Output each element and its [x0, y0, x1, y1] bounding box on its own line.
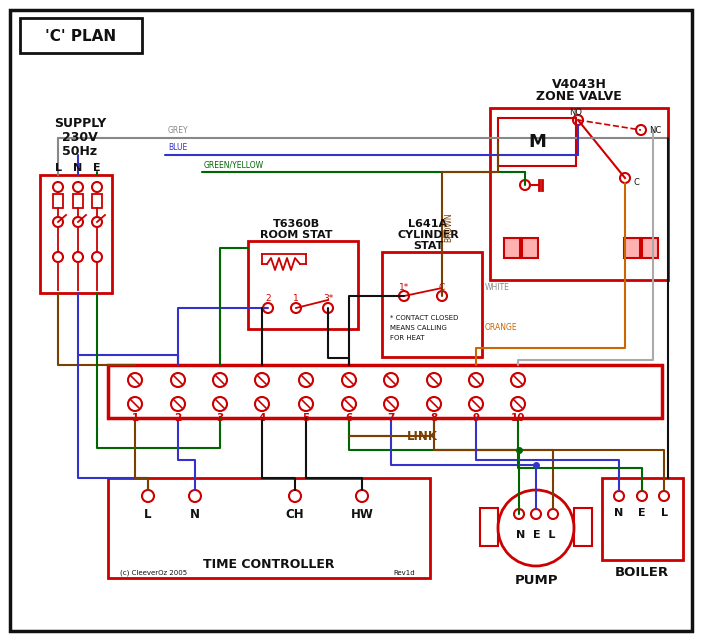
Text: 5: 5	[303, 413, 310, 423]
Text: GREY: GREY	[168, 126, 189, 135]
Text: NO: NO	[569, 108, 583, 117]
Text: ZONE VALVE: ZONE VALVE	[536, 90, 622, 103]
Text: 50Hz: 50Hz	[62, 144, 98, 158]
Text: CH: CH	[286, 508, 304, 520]
FancyBboxPatch shape	[504, 238, 520, 258]
Text: ROOM STAT: ROOM STAT	[260, 230, 332, 240]
Text: LINK: LINK	[406, 429, 437, 442]
Text: 'C' PLAN: 'C' PLAN	[46, 28, 117, 44]
Text: WHITE: WHITE	[485, 283, 510, 292]
Text: ORANGE: ORANGE	[485, 323, 517, 332]
Text: FOR HEAT: FOR HEAT	[390, 335, 425, 341]
Text: 4: 4	[258, 413, 265, 423]
Text: C: C	[439, 283, 445, 292]
Text: 1*: 1*	[399, 283, 409, 292]
Text: SUPPLY: SUPPLY	[54, 117, 106, 129]
Text: PUMP: PUMP	[515, 574, 558, 587]
Text: TIME CONTROLLER: TIME CONTROLLER	[204, 558, 335, 570]
Text: L: L	[55, 163, 62, 173]
Text: NC: NC	[649, 126, 661, 135]
Text: L: L	[144, 508, 152, 520]
Text: 6: 6	[345, 413, 352, 423]
Text: 10: 10	[511, 413, 525, 423]
Text: BOILER: BOILER	[615, 565, 669, 578]
Text: CYLINDER: CYLINDER	[397, 230, 459, 240]
Text: 3*: 3*	[323, 294, 333, 303]
Text: STAT: STAT	[413, 241, 443, 251]
Text: M: M	[528, 133, 546, 151]
Text: L641A: L641A	[409, 219, 448, 229]
Text: MEANS CALLING: MEANS CALLING	[390, 325, 447, 331]
Text: Rev1d: Rev1d	[393, 570, 415, 576]
FancyBboxPatch shape	[522, 238, 538, 258]
Text: HW: HW	[350, 508, 373, 520]
Text: 1: 1	[293, 294, 299, 303]
Text: V4043H: V4043H	[552, 78, 607, 90]
FancyBboxPatch shape	[642, 238, 658, 258]
Text: 8: 8	[430, 413, 437, 423]
FancyBboxPatch shape	[624, 238, 640, 258]
Text: T6360B: T6360B	[272, 219, 319, 229]
Text: GREEN/YELLOW: GREEN/YELLOW	[204, 160, 264, 169]
Text: BROWN: BROWN	[444, 212, 453, 242]
Text: * CONTACT CLOSED: * CONTACT CLOSED	[390, 315, 458, 321]
Text: (c) CleeverOz 2005: (c) CleeverOz 2005	[120, 570, 187, 576]
Text: 3: 3	[216, 413, 224, 423]
Text: 230V: 230V	[62, 131, 98, 144]
Text: L: L	[661, 508, 668, 518]
Text: E: E	[638, 508, 646, 518]
Text: BLUE: BLUE	[168, 143, 187, 152]
Text: 1: 1	[131, 413, 138, 423]
Text: 9: 9	[472, 413, 479, 423]
Text: N: N	[74, 163, 83, 173]
Text: C: C	[633, 178, 639, 187]
Text: 2: 2	[265, 294, 271, 303]
Text: E: E	[93, 163, 101, 173]
Text: N: N	[614, 508, 623, 518]
Text: 2: 2	[174, 413, 182, 423]
Text: N  E  L: N E L	[516, 530, 556, 540]
Text: 7: 7	[388, 413, 395, 423]
Text: N: N	[190, 508, 200, 520]
